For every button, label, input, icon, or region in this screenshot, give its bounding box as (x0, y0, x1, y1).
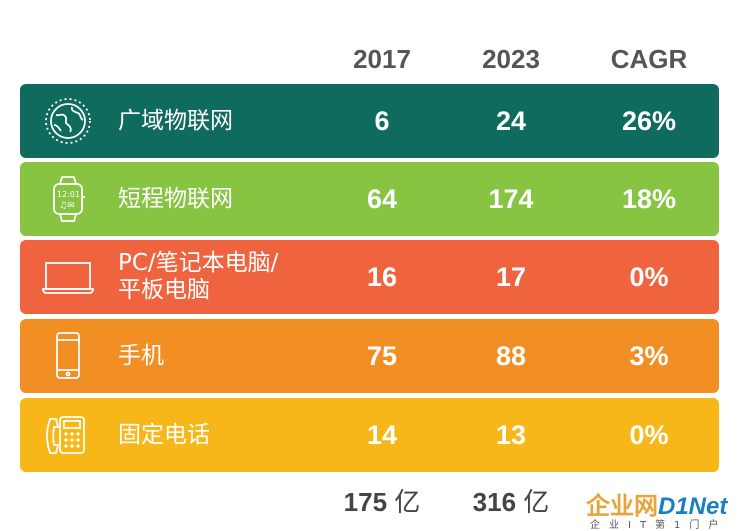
smartwatch-icon: 12:01 ♫✉ (42, 173, 94, 225)
table-row: 固定电话 14 13 0% (20, 398, 719, 472)
value-2017: 6 (374, 105, 390, 136)
total-2023-value: 316 (472, 487, 517, 517)
value-2023: 88 (495, 340, 527, 371)
table-row: 广域物联网 6 24 26% (20, 84, 719, 158)
value-2017: 64 (366, 183, 398, 214)
watermark-brand-cn: 企业网 (586, 492, 658, 520)
value-cagr: 26% (621, 105, 677, 136)
landline-phone-icon (42, 409, 94, 461)
value-2017: 14 (366, 419, 398, 450)
svg-text:♫✉: ♫✉ (59, 201, 75, 211)
row-label: 固定电话 (118, 421, 210, 448)
value-cagr: 3% (629, 340, 669, 371)
table-row: 手机 75 88 3% (20, 319, 719, 393)
value-2023: 17 (495, 261, 527, 292)
globe-icon (42, 95, 94, 147)
laptop-icon (40, 251, 96, 303)
total-2023-unit: 亿 (523, 488, 550, 518)
watermark-brand-en: D1Net (658, 493, 728, 520)
value-2017: 75 (366, 340, 398, 371)
watermark-logo: 企业网D1Net 企业IT第1门户 (586, 486, 746, 531)
svg-text:12:01: 12:01 (57, 190, 80, 199)
value-2023: 24 (495, 105, 527, 136)
total-2017: 175 亿 (322, 482, 442, 519)
value-2023: 174 (488, 183, 534, 214)
row-label: PC/笔记本电脑/ 平板电脑 (118, 250, 279, 303)
total-2017-value: 175 (343, 487, 388, 517)
row-label: 短程物联网 (118, 185, 233, 212)
row-label: 手机 (118, 342, 164, 369)
header-cagr: CAGR (610, 44, 688, 74)
value-2017: 16 (366, 261, 398, 292)
row-label: 广域物联网 (118, 107, 233, 134)
phone-icon (42, 330, 94, 382)
value-cagr: 18% (621, 183, 677, 214)
header-2023: 2023 (482, 44, 540, 74)
watermark-tagline: 企业IT第1门户 (590, 520, 728, 531)
value-cagr: 0% (629, 419, 669, 450)
total-2017-unit: 亿 (394, 488, 421, 518)
total-2023: 316 亿 (451, 482, 571, 519)
table-row: 12:01 ♫✉ 短程物联网 64 174 18% (20, 162, 719, 236)
value-cagr: 0% (629, 261, 669, 292)
table-row: PC/笔记本电脑/ 平板电脑 16 17 0% (20, 240, 719, 314)
value-2023: 13 (495, 419, 527, 450)
header-2017: 2017 (353, 44, 411, 74)
